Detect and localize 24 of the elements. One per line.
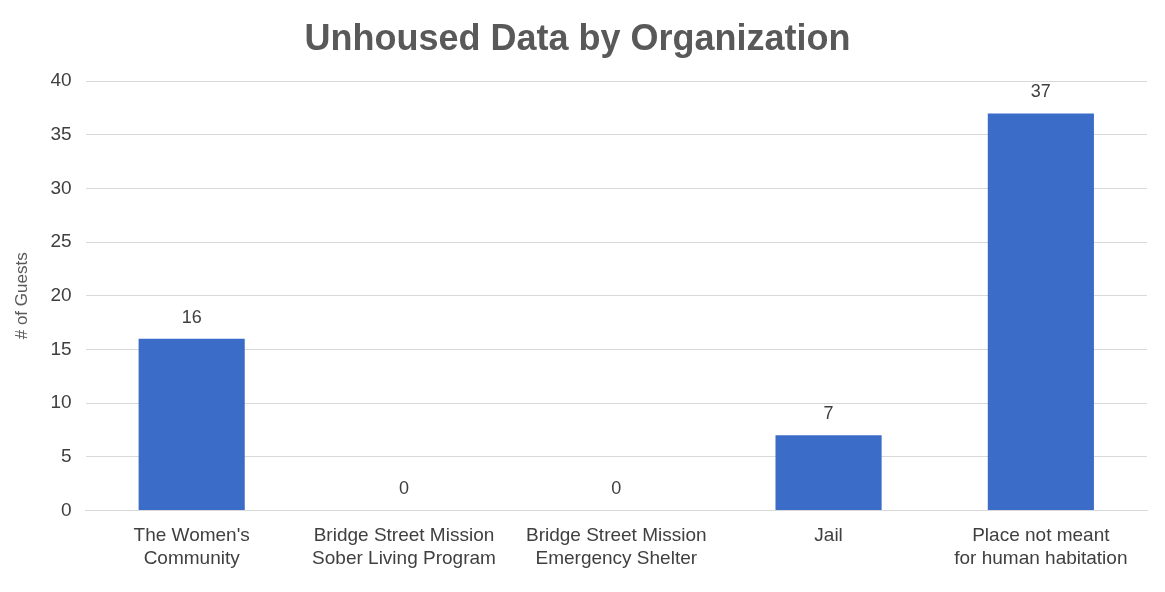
y-tick-label: 35 xyxy=(50,123,72,145)
data-label: 7 xyxy=(823,403,834,424)
bar xyxy=(775,435,882,510)
bar xyxy=(138,338,245,510)
data-label: 16 xyxy=(181,306,202,327)
data-label: 0 xyxy=(398,478,409,499)
y-tick-label: 15 xyxy=(50,337,72,359)
x-tick-label: Jail xyxy=(814,524,843,546)
y-axis-title: # of Guests xyxy=(11,252,31,340)
y-tick-label: 30 xyxy=(50,176,72,198)
x-tick-label: Bridge Street Mission Emergency Shelter xyxy=(525,524,707,568)
chart-title: Unhoused Data by Organization xyxy=(304,16,851,58)
bar xyxy=(987,113,1094,510)
x-tick-label: Bridge Street Mission Sober Living Program xyxy=(312,524,496,568)
y-tick-label: 25 xyxy=(50,230,72,252)
data-label: 37 xyxy=(1030,81,1051,102)
y-tick-label: 20 xyxy=(50,284,72,306)
y-tick-label: 0 xyxy=(60,498,72,520)
y-tick-label: 40 xyxy=(50,69,72,91)
x-tick-label: Place not meant for human habitation xyxy=(954,524,1128,568)
x-tick-label: The Women's Community xyxy=(133,524,250,568)
data-label: 0 xyxy=(611,478,622,499)
y-tick-label: 5 xyxy=(60,444,72,466)
y-tick-label: 10 xyxy=(50,391,72,413)
